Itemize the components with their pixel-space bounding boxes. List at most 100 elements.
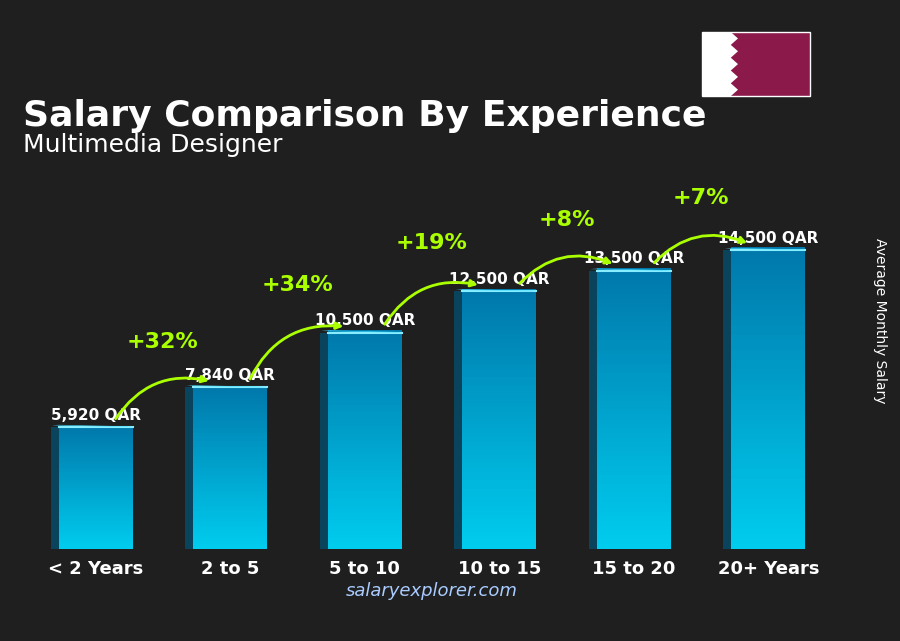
Text: 14,500 QAR: 14,500 QAR [718, 231, 818, 246]
Bar [463, 439, 536, 446]
Bar [463, 328, 536, 335]
Bar [194, 485, 267, 490]
Bar [328, 489, 401, 495]
Bar [597, 291, 670, 299]
Bar [597, 342, 670, 349]
Bar [597, 486, 670, 494]
Bar [194, 429, 267, 433]
Bar [732, 352, 806, 360]
Bar [194, 491, 267, 495]
Bar [597, 481, 670, 488]
Bar [328, 334, 401, 340]
Bar [58, 495, 132, 498]
Text: salaryexplorer.com: salaryexplorer.com [346, 581, 518, 599]
Bar [194, 478, 267, 481]
Bar [463, 396, 536, 403]
Bar [597, 467, 670, 475]
Bar [732, 412, 806, 419]
Bar [597, 282, 670, 289]
Bar [58, 452, 132, 456]
Bar [463, 495, 536, 502]
Bar [58, 521, 132, 524]
Bar [597, 490, 670, 498]
Bar [194, 424, 267, 428]
Bar [597, 495, 670, 503]
Bar [732, 511, 806, 519]
Bar [597, 463, 670, 470]
Bar [58, 513, 132, 517]
Bar [328, 453, 401, 459]
Polygon shape [455, 289, 536, 292]
Bar [463, 529, 536, 536]
Bar [463, 289, 536, 296]
Bar [463, 362, 536, 369]
Text: +34%: +34% [262, 275, 333, 296]
Bar [194, 462, 267, 465]
Bar [463, 482, 536, 489]
Bar [597, 324, 670, 331]
Bar [597, 305, 670, 312]
Bar [194, 531, 267, 535]
Bar [194, 480, 267, 485]
Bar [58, 526, 132, 529]
Bar [328, 540, 401, 545]
Bar [597, 532, 670, 540]
Bar [328, 381, 401, 387]
Bar [58, 470, 132, 474]
Bar [732, 387, 806, 395]
Bar [597, 388, 670, 396]
Bar [597, 272, 670, 280]
Bar [58, 483, 132, 486]
Bar [597, 537, 670, 544]
Bar [58, 469, 132, 472]
Bar [328, 420, 401, 426]
Bar [328, 367, 401, 372]
Text: Multimedia Designer: Multimedia Designer [23, 133, 283, 156]
Bar [58, 515, 132, 519]
Bar [597, 472, 670, 479]
Bar [328, 467, 401, 473]
Bar [58, 511, 132, 515]
Bar [58, 544, 132, 547]
Bar [463, 358, 536, 364]
Bar [194, 488, 267, 492]
Bar [463, 490, 536, 497]
Bar [328, 533, 401, 538]
Bar [194, 539, 267, 544]
Bar [597, 528, 670, 535]
Bar [58, 507, 132, 510]
Bar [194, 515, 267, 519]
Bar [328, 446, 401, 452]
Bar [732, 417, 806, 424]
Bar [328, 518, 401, 524]
Bar [463, 503, 536, 510]
Bar [597, 310, 670, 317]
Bar [320, 333, 328, 549]
Bar [328, 392, 401, 397]
Bar [732, 372, 806, 379]
Bar [194, 399, 267, 404]
Bar [194, 445, 267, 449]
Bar [58, 465, 132, 468]
Bar [732, 471, 806, 479]
Bar [328, 543, 401, 549]
Bar [328, 378, 401, 383]
Bar [463, 452, 536, 459]
Bar [463, 323, 536, 330]
Bar [194, 456, 267, 460]
Bar [328, 403, 401, 408]
Bar [194, 397, 267, 401]
Bar [58, 519, 132, 522]
Bar [58, 440, 132, 444]
Text: 13,500 QAR: 13,500 QAR [583, 251, 684, 266]
Bar [194, 418, 267, 422]
Bar [194, 534, 267, 538]
Bar [58, 528, 132, 531]
Bar [194, 402, 267, 406]
Bar [58, 456, 132, 460]
Polygon shape [52, 425, 132, 427]
Text: Average Monthly Salary: Average Monthly Salary [873, 238, 887, 403]
Bar [463, 336, 536, 343]
Bar [58, 491, 132, 494]
Bar [328, 330, 401, 336]
